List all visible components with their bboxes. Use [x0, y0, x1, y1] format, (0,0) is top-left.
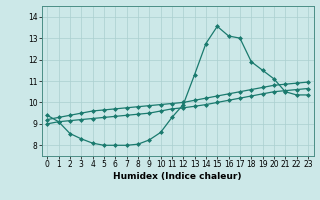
- X-axis label: Humidex (Indice chaleur): Humidex (Indice chaleur): [113, 172, 242, 181]
